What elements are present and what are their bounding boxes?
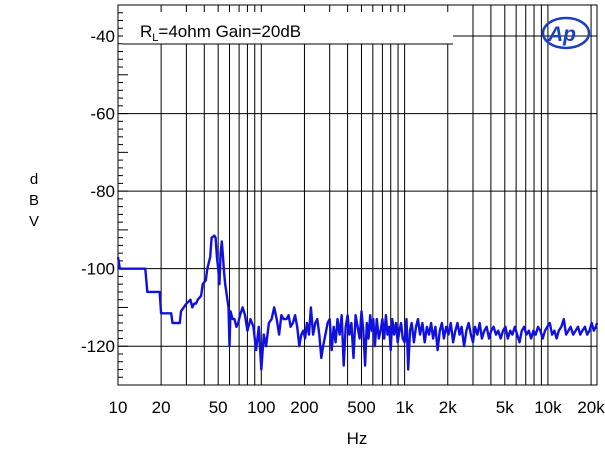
x-tick-label: 5k [496, 398, 514, 417]
y-tick-label: -60 [90, 105, 115, 124]
x-axis-label: Hz [347, 429, 368, 448]
x-tick-label: 20 [152, 398, 171, 417]
series-line [116, 234, 599, 371]
y-tick-label: -100 [81, 260, 115, 279]
y-axis-label-letter: B [29, 192, 39, 209]
x-tick-label: 10k [534, 398, 562, 417]
x-tick-label: 2k [439, 398, 457, 417]
annotation-text: RL=4ohm Gain=20dB [140, 22, 301, 44]
x-tick-label: 100 [247, 398, 275, 417]
y-tick-label: -80 [90, 182, 115, 201]
x-axis: 10 20 50 100 200 500 1k 2k 5k 10k 20k [109, 398, 605, 417]
y-tick-label: -40 [90, 27, 115, 46]
x-tick-label: 200 [290, 398, 318, 417]
series-group [116, 234, 599, 371]
x-tick-label: 500 [347, 398, 375, 417]
annotation: RL=4ohm Gain=20dB [123, 12, 453, 45]
x-tick-label: 20k [577, 398, 605, 417]
y-axis-label-letter: d [30, 171, 38, 188]
x-tick-label: 1k [396, 398, 414, 417]
y-axis-label-letter: V [29, 213, 39, 230]
ap-logo-icon: Ap [541, 16, 591, 50]
logo-text: Ap [547, 23, 576, 46]
annotation-background [123, 12, 453, 44]
y-axis-label: dBV [29, 171, 39, 230]
y-tick-label: -120 [81, 337, 115, 356]
y-axis: -40 -60 -80 -100 -120 [81, 27, 115, 356]
x-tick-label: 10 [109, 398, 128, 417]
plot-frame [117, 4, 598, 386]
x-tick-label: 50 [209, 398, 228, 417]
